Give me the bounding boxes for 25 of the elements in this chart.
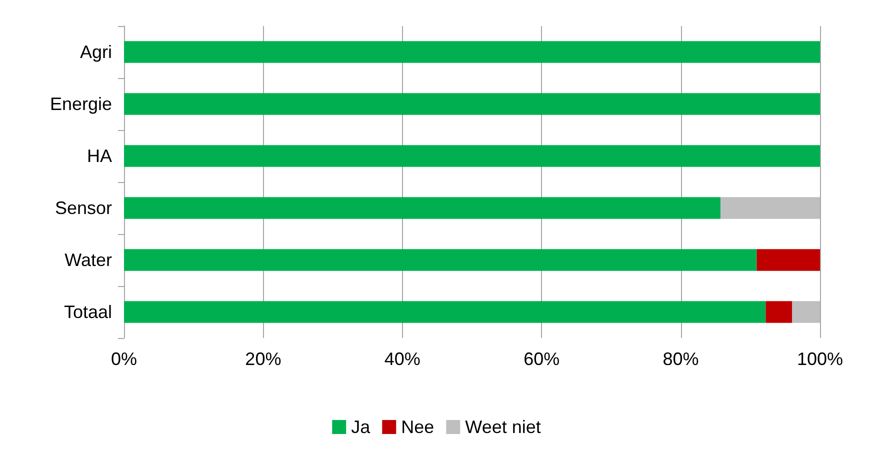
legend-label: Ja <box>351 417 372 437</box>
y-tick-label: HA <box>86 146 112 166</box>
bar <box>766 301 792 323</box>
bar <box>124 145 820 167</box>
bar <box>792 301 820 323</box>
y-tick-label: Totaal <box>64 302 112 322</box>
bar <box>124 41 820 63</box>
y-tick-label: Sensor <box>54 198 112 218</box>
x-tick-label: 40% <box>384 349 420 369</box>
bar <box>124 93 820 115</box>
x-tick-label: 80% <box>662 349 699 369</box>
bar <box>720 197 820 219</box>
y-tick-label: Agri <box>80 42 112 62</box>
legend-label: Nee <box>401 417 434 437</box>
bar <box>124 197 720 219</box>
x-tick-label: 20% <box>245 349 282 369</box>
bar <box>124 301 766 323</box>
bar <box>756 249 820 271</box>
bar <box>124 249 757 271</box>
legend-label: Weet niet <box>465 417 541 437</box>
y-tick-label: Water <box>64 250 112 270</box>
x-tick-label: 60% <box>524 349 560 369</box>
x-tick-label: 100% <box>796 349 844 369</box>
x-tick-label: 0% <box>110 349 138 369</box>
y-tick-label: Energie <box>50 94 112 114</box>
